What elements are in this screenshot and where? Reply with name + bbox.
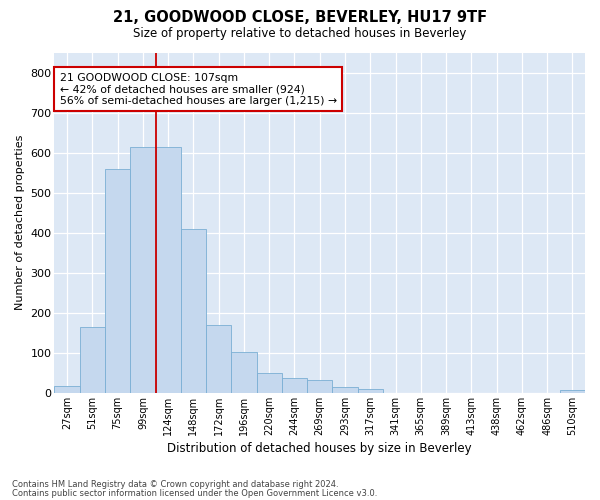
Bar bbox=[307, 380, 332, 393]
Bar bbox=[105, 168, 130, 393]
Bar bbox=[55, 386, 80, 393]
Text: 21 GOODWOOD CLOSE: 107sqm
← 42% of detached houses are smaller (924)
56% of semi: 21 GOODWOOD CLOSE: 107sqm ← 42% of detac… bbox=[59, 72, 337, 106]
Text: 21, GOODWOOD CLOSE, BEVERLEY, HU17 9TF: 21, GOODWOOD CLOSE, BEVERLEY, HU17 9TF bbox=[113, 10, 487, 25]
Bar bbox=[560, 390, 585, 393]
Text: Contains HM Land Registry data © Crown copyright and database right 2024.: Contains HM Land Registry data © Crown c… bbox=[12, 480, 338, 489]
Y-axis label: Number of detached properties: Number of detached properties bbox=[15, 135, 25, 310]
Bar bbox=[155, 146, 181, 393]
Text: Contains public sector information licensed under the Open Government Licence v3: Contains public sector information licen… bbox=[12, 489, 377, 498]
Bar bbox=[80, 327, 105, 393]
Bar bbox=[206, 325, 232, 393]
Bar bbox=[282, 378, 307, 393]
Bar bbox=[130, 146, 155, 393]
Text: Size of property relative to detached houses in Beverley: Size of property relative to detached ho… bbox=[133, 28, 467, 40]
X-axis label: Distribution of detached houses by size in Beverley: Distribution of detached houses by size … bbox=[167, 442, 472, 455]
Bar bbox=[257, 373, 282, 393]
Bar bbox=[332, 388, 358, 393]
Bar bbox=[232, 352, 257, 393]
Bar bbox=[358, 389, 383, 393]
Bar bbox=[181, 228, 206, 393]
